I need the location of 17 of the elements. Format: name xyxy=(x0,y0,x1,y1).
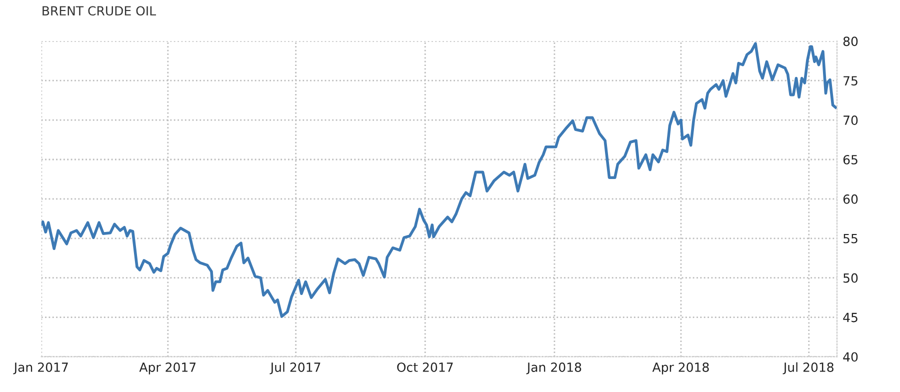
y-tick-label: 45 xyxy=(843,312,858,322)
y-tick-label: 40 xyxy=(843,352,858,362)
y-tick-label: 55 xyxy=(844,234,858,244)
x-tick-label: Apr 2018 xyxy=(652,362,709,374)
y-tick-label: 80 xyxy=(843,36,858,46)
x-tick-label: Apr 2017 xyxy=(139,362,196,374)
x-tick-label: Jul 2017 xyxy=(270,362,320,374)
x-tick-label: Oct 2017 xyxy=(397,362,453,372)
y-tick-label: 65 xyxy=(843,154,858,164)
x-tick-label: Jan 2018 xyxy=(526,362,582,374)
y-tick-label: 70 xyxy=(844,116,858,125)
y-tick-label: 50 xyxy=(844,273,858,283)
x-tick-label: Jul 2018 xyxy=(782,362,834,374)
x-tick-label: Jan 2017 xyxy=(13,362,68,374)
y-tick-label: 60 xyxy=(843,194,858,204)
chart-title: BRENT CRUDE OIL xyxy=(42,6,156,16)
y-tick-label: 75 xyxy=(844,76,858,86)
